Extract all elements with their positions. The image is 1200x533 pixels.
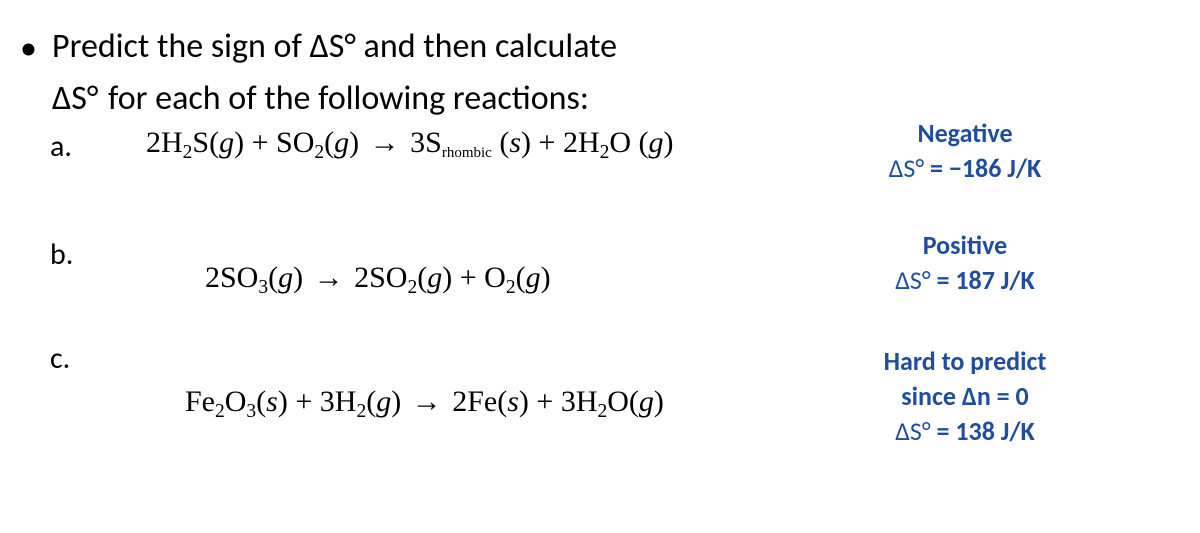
bullet: • bbox=[20, 28, 37, 69]
answer-note: since Δn = 0 bbox=[815, 379, 1115, 414]
answer-c: Hard to predict since Δn = 0 ΔS° = 138 J… bbox=[815, 344, 1115, 449]
intro-text: Predict the sign of bbox=[52, 26, 310, 67]
part-label-c: c. bbox=[50, 340, 70, 377]
answer-sign: Negative bbox=[815, 116, 1115, 151]
intro-delta-s: ΔS° bbox=[310, 26, 356, 67]
answer-note: Hard to predict bbox=[815, 344, 1115, 379]
answer-value: ΔS° = 187 J/K bbox=[815, 263, 1115, 298]
equation-a: 2H2S(g) + SO2(g) → 3Srhombic (s) + 2H2O … bbox=[146, 126, 674, 162]
answer-value: ΔS° = 138 J/K bbox=[815, 414, 1115, 449]
answer-sign: Positive bbox=[815, 228, 1115, 263]
equation-c: Fe2O3(s) + 3H2(g) → 2Fe(s) + 3H2O(g) bbox=[185, 385, 664, 419]
arrow-icon: → bbox=[311, 261, 347, 294]
answer-b: Positive ΔS° = 187 J/K bbox=[815, 228, 1115, 298]
intro-delta-s: ΔS° bbox=[52, 78, 100, 119]
part-label-b: b. bbox=[50, 236, 73, 273]
equation-b: 2SO3(g) → 2SO2(g) + O2(g) bbox=[205, 261, 551, 295]
intro-text: and then calculate bbox=[356, 26, 617, 67]
answer-value: ΔS° = −186 J/K bbox=[815, 151, 1115, 186]
arrow-icon: → bbox=[409, 385, 445, 418]
part-label-a: a. bbox=[50, 128, 72, 165]
intro-line-2: ΔS° for each of the following reactions: bbox=[52, 78, 589, 119]
answer-a: Negative ΔS° = −186 J/K bbox=[815, 116, 1115, 186]
arrow-icon: → bbox=[367, 126, 403, 159]
intro-line-1: Predict the sign of ΔS° and then calcula… bbox=[52, 26, 617, 67]
intro-text: for each of the following reactions: bbox=[100, 78, 589, 119]
